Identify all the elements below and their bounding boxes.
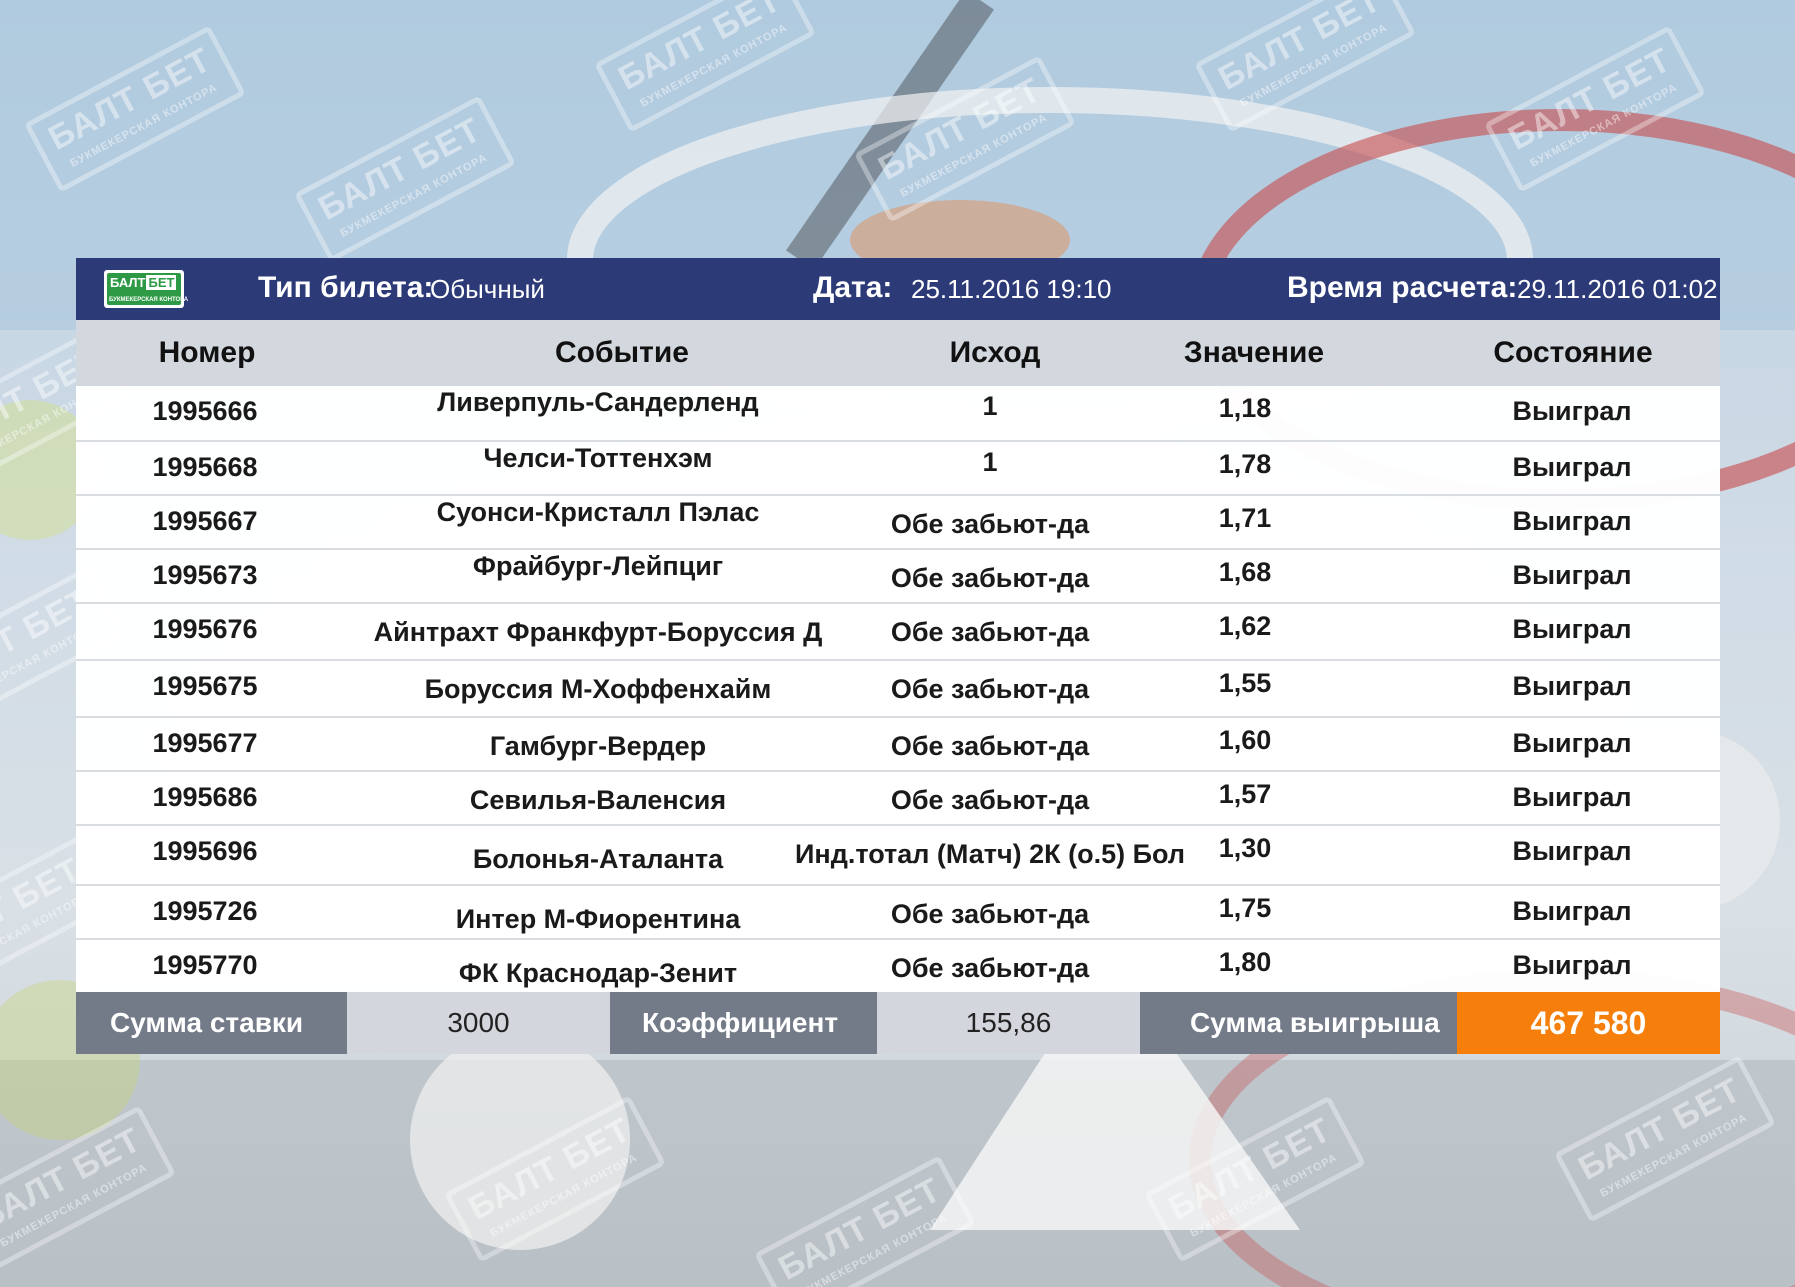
cell-number: 1995666 xyxy=(152,396,258,426)
column-header-outcome: Исход xyxy=(949,336,1041,369)
cell-status: Выиграл xyxy=(1512,782,1632,812)
cell-status: Выиграл xyxy=(1512,671,1632,701)
cell-outcome: Обе забьют-да xyxy=(890,674,1090,704)
column-header-value: Значение xyxy=(1183,336,1325,369)
cell-value: 1,18 xyxy=(1218,393,1272,423)
table-row: 1995673 Фрайбург-Лейпциг Обе забьют-да 1,68… xyxy=(76,548,1720,602)
ticket-type-value: Обычный xyxy=(430,274,545,304)
cell-outcome: 1 xyxy=(982,447,998,477)
cell-value: 1,62 xyxy=(1218,611,1272,641)
settle-time-value: 29.11.2016 01:02 xyxy=(1517,274,1718,304)
bet-ticket: БАЛТ БЕТ БУКМЕКЕРСКАЯ КОНТОРА Тип билета:… xyxy=(76,258,1720,1054)
cell-event: Ливерпуль-Сандерленд xyxy=(437,387,759,417)
table-row: 1995676 Айнтрахт Франкфурт-Боруссия Д Обе … xyxy=(76,602,1720,659)
cell-value: 1,71 xyxy=(1218,503,1272,533)
cell-value: 1,80 xyxy=(1218,947,1272,977)
cell-event: Суонси-Кристалл Пэлас xyxy=(436,497,760,527)
cell-number: 1995673 xyxy=(152,560,258,590)
cell-event: Интер М-Фиорентина xyxy=(455,904,741,934)
cell-number: 1995667 xyxy=(152,506,258,536)
coefficient-label: Коэффициент xyxy=(610,992,877,1054)
cell-event: Болонья-Аталанта xyxy=(472,844,724,874)
table-row: 1995677 Гамбург-Вердер Обе забьют-да 1,60 Вы… xyxy=(76,716,1720,770)
cell-outcome: Обе забьют-да xyxy=(890,953,1090,983)
coefficient-value: 155,86 xyxy=(877,992,1140,1054)
cell-status: Выиграл xyxy=(1512,506,1632,536)
cell-outcome: Обе забьют-да xyxy=(890,731,1090,761)
table-row: 1995668 Челси-Тоттенхэм 1 1,78 Выиграл xyxy=(76,440,1720,494)
cell-event: Севилья-Валенсия xyxy=(469,785,727,815)
cell-event: Боруссия М-Хоффенхайм xyxy=(424,674,772,704)
win-amount-label: Сумма выигрыша xyxy=(1140,992,1457,1054)
cell-outcome: Обе забьют-да xyxy=(890,899,1090,929)
table-row: 1995770 ФК Краснодар-Зенит Обе забьют-да 1,… xyxy=(76,938,1720,992)
cell-status: Выиграл xyxy=(1512,836,1632,866)
cell-status: Выиграл xyxy=(1512,896,1632,926)
cell-outcome: Обе забьют-да xyxy=(890,785,1090,815)
cell-event: Айнтрахт Франкфурт-Боруссия Д xyxy=(373,617,823,647)
cell-value: 1,75 xyxy=(1218,893,1272,923)
cell-outcome: Инд.тотал (Матч) 2К (о.5) Бол xyxy=(794,839,1186,869)
column-header-event: Событие xyxy=(555,336,689,369)
cell-value: 1,30 xyxy=(1218,833,1272,863)
table-row: 1995667 Суонси-Кристалл Пэлас Обе забьют-д… xyxy=(76,494,1720,548)
cell-number: 1995676 xyxy=(152,614,258,644)
table-row: 1995666 Ливерпуль-Сандерленд 1 1,18 Выиграл xyxy=(76,386,1720,440)
cell-status: Выиграл xyxy=(1512,396,1632,426)
cell-status: Выиграл xyxy=(1512,452,1632,482)
cell-value: 1,68 xyxy=(1218,557,1272,587)
cell-number: 1995726 xyxy=(152,896,258,926)
table-row: 1995675 Боруссия М-Хоффенхайм Обе забьют-д… xyxy=(76,659,1720,716)
cell-number: 1995675 xyxy=(152,671,258,701)
cell-event: Челси-Тоттенхэм xyxy=(483,443,713,473)
cell-number: 1995696 xyxy=(152,836,258,866)
cell-value: 1,55 xyxy=(1218,668,1272,698)
cell-value: 1,60 xyxy=(1218,725,1272,755)
cell-number: 1995668 xyxy=(152,452,258,482)
cell-status: Выиграл xyxy=(1512,728,1632,758)
cell-number: 1995770 xyxy=(152,950,258,980)
table-body: 1995666 Ливерпуль-Сандерленд 1 1,18 Выиграл 1… xyxy=(76,386,1720,992)
ticket-footer: Сумма ставки 3000 Коэффициент 155,86 Сум… xyxy=(76,992,1720,1054)
ticket-header: БАЛТ БЕТ БУКМЕКЕРСКАЯ КОНТОРА Тип билета:… xyxy=(76,258,1720,320)
cell-number: 1995677 xyxy=(152,728,258,758)
cell-outcome: Обе забьют-да xyxy=(890,509,1090,539)
table-row: 1995686 Севилья-Валенсия Обе забьют-да 1,57… xyxy=(76,770,1720,824)
table-header: Номер Событие Исход Значение Состояние xyxy=(76,320,1720,386)
stake-label: Сумма ставки xyxy=(76,992,347,1054)
cell-value: 1,57 xyxy=(1218,779,1272,809)
cell-outcome: Обе забьют-да xyxy=(890,563,1090,593)
cell-number: 1995686 xyxy=(152,782,258,812)
ticket-type-label: Тип билета: xyxy=(258,271,434,304)
column-header-status: Состояние xyxy=(1493,336,1653,369)
win-amount-value: 467 580 xyxy=(1457,992,1720,1054)
cell-event: Гамбург-Вердер xyxy=(489,731,707,761)
stake-value: 3000 xyxy=(347,992,610,1054)
cell-outcome: 1 xyxy=(982,391,998,421)
cell-status: Выиграл xyxy=(1512,560,1632,590)
table-row: 1995726 Интер М-Фиорентина Обе забьют-да 1,… xyxy=(76,884,1720,938)
cell-status: Выиграл xyxy=(1512,950,1632,980)
cell-value: 1,78 xyxy=(1218,449,1272,479)
baltbet-logo: БАЛТ БЕТ БУКМЕКЕРСКАЯ КОНТОРА xyxy=(104,270,188,308)
date-value: 25.11.2016 19:10 xyxy=(911,274,1112,304)
settle-time-label: Время расчета: xyxy=(1287,271,1518,304)
table-row: 1995696 Болонья-Аталанта Инд.тотал (Матч) … xyxy=(76,824,1720,884)
date-label: Дата: xyxy=(813,271,893,304)
column-header-number: Номер xyxy=(158,336,256,369)
cell-status: Выиграл xyxy=(1512,614,1632,644)
cell-event: ФК Краснодар-Зенит xyxy=(458,958,738,988)
cell-event: Фрайбург-Лейпциг xyxy=(472,551,724,581)
cell-outcome: Обе забьют-да xyxy=(890,617,1090,647)
